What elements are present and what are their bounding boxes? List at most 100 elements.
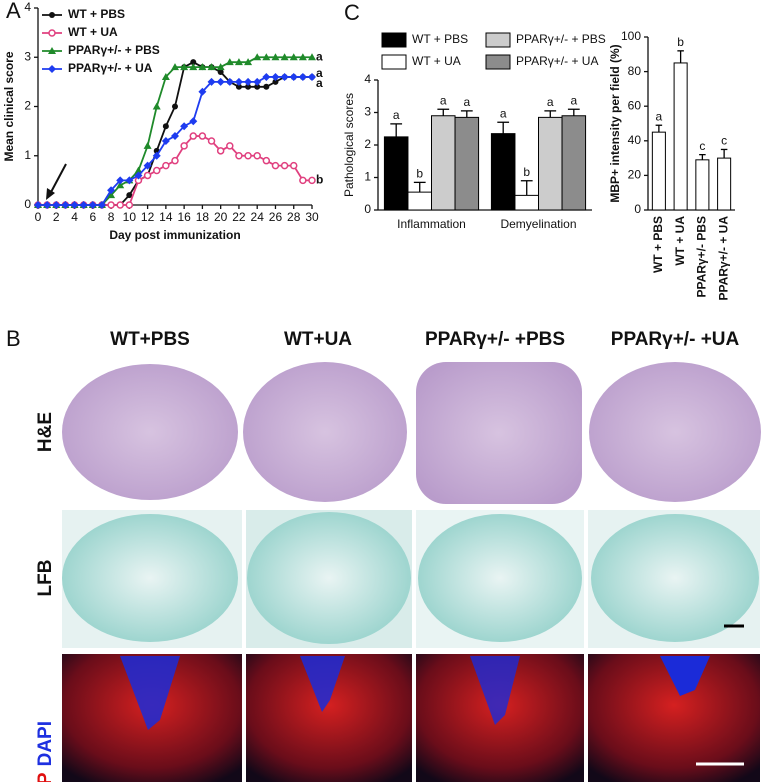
x-tick-label: 8 <box>108 210 115 224</box>
point <box>216 147 225 155</box>
point <box>280 53 289 61</box>
significance-letter: a <box>440 93 447 107</box>
point <box>189 132 198 140</box>
point <box>152 102 161 110</box>
point <box>180 142 188 150</box>
x-tick-label: PPARγ+/- + UA <box>716 216 730 301</box>
point <box>143 171 152 180</box>
legend-swatch <box>381 32 407 48</box>
point <box>280 161 289 170</box>
x-tick-label: 30 <box>305 210 319 224</box>
point <box>207 137 216 145</box>
y-axis-title: MBP+ intensity per field (%) <box>608 44 622 202</box>
point <box>298 72 307 81</box>
point <box>271 161 280 170</box>
column-header: WT+UA <box>284 329 352 350</box>
significance-letter: a <box>500 106 507 120</box>
x-tick-label: 28 <box>287 210 301 224</box>
tissue-section <box>62 364 238 500</box>
y-tick-label: 20 <box>628 168 642 182</box>
x-tick-label: 14 <box>159 210 173 224</box>
point <box>152 166 161 175</box>
bar <box>538 116 563 211</box>
row-label: LFB <box>35 560 56 597</box>
series-line <box>38 76 312 206</box>
column-header: PPARγ+/- +PBS <box>425 329 565 350</box>
x-tick-label: 20 <box>214 210 228 224</box>
panel-label: B <box>6 326 21 351</box>
point <box>171 132 179 141</box>
point <box>189 117 198 126</box>
dapi-signal <box>120 656 180 730</box>
series-line <box>38 56 312 206</box>
y-tick-label: 4 <box>24 0 31 14</box>
legend-label: WT + UA <box>68 25 118 39</box>
x-tick-label: 6 <box>89 210 96 224</box>
point <box>253 77 262 86</box>
x-tick-label: WT + PBS <box>651 216 665 273</box>
bar <box>454 116 480 211</box>
point <box>180 63 189 71</box>
panel-label: C <box>344 0 360 25</box>
legend-swatch <box>485 32 511 48</box>
point <box>180 122 189 131</box>
point <box>289 161 298 170</box>
legend-marker <box>48 29 56 37</box>
point <box>70 201 79 209</box>
point <box>308 176 316 185</box>
y-tick-label: 3 <box>24 49 31 63</box>
panel-label: A <box>6 0 21 23</box>
y-tick-label: 2 <box>364 137 371 151</box>
legend-label: WT + UA <box>412 54 461 68</box>
legend-label: PPARγ+/- + UA <box>516 54 598 68</box>
tissue-section <box>247 512 411 644</box>
point <box>262 156 271 165</box>
point <box>97 201 106 209</box>
end-label: b <box>316 173 323 187</box>
tissue-section <box>416 362 582 504</box>
point <box>107 201 115 209</box>
dapi-label: DAPI <box>35 721 56 766</box>
x-tick-label: Inflammation <box>397 217 466 231</box>
end-label: a <box>316 76 323 90</box>
legend-label: WT + PBS <box>412 32 468 46</box>
point <box>171 63 179 71</box>
point <box>143 161 152 170</box>
point <box>125 201 134 209</box>
point <box>226 142 234 150</box>
tissue-section <box>589 362 761 502</box>
bar <box>651 131 666 211</box>
column-header: WT+PBS <box>110 329 190 350</box>
point <box>272 78 279 85</box>
y-tick-label: 1 <box>24 148 31 162</box>
column-header: PPARγ+/- +UA <box>611 329 740 350</box>
point <box>308 53 316 61</box>
point <box>198 87 207 96</box>
end-label: a <box>316 49 323 63</box>
y-tick-label: 80 <box>628 64 642 78</box>
point <box>217 69 224 76</box>
point <box>298 53 307 61</box>
row-label: MBP DAPI <box>35 721 56 782</box>
y-tick-label: 0 <box>634 202 641 216</box>
y-tick-label: 40 <box>628 133 642 147</box>
legend-label: PPARγ+/- + PBS <box>516 32 606 46</box>
y-axis-title: Mean clinical score <box>2 51 16 161</box>
point <box>244 58 253 66</box>
point <box>253 152 261 160</box>
dapi-signal <box>300 656 345 712</box>
point <box>198 63 207 71</box>
tissue-section <box>62 514 238 642</box>
onset-arrow <box>49 163 67 195</box>
mbp-label: MBP <box>35 772 56 782</box>
legend-marker <box>48 47 56 54</box>
y-tick-label: 3 <box>364 105 371 119</box>
point <box>116 176 125 185</box>
y-tick-label: 60 <box>628 98 642 112</box>
bar <box>514 194 540 211</box>
bar <box>673 62 688 211</box>
significance-letter: b <box>523 165 530 179</box>
bar <box>695 159 710 211</box>
point <box>225 58 234 66</box>
x-tick-label: 26 <box>269 210 283 224</box>
